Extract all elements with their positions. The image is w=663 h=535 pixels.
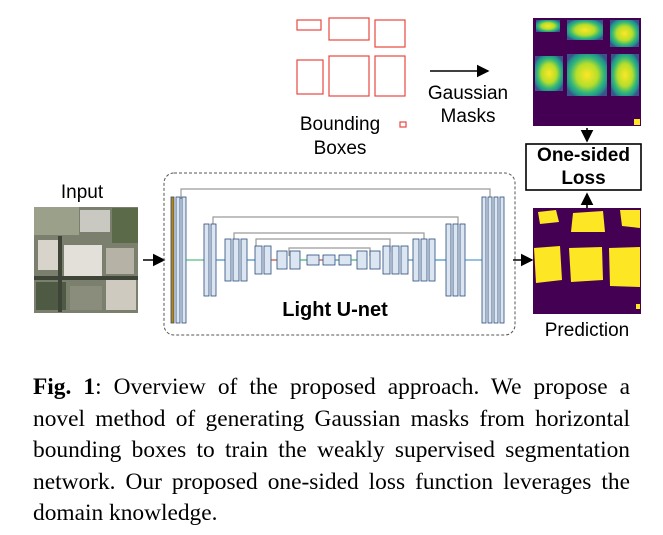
- input-label: Input: [60, 182, 104, 203]
- prediction-image: [533, 208, 641, 314]
- loss-label-line2: Loss: [561, 168, 606, 189]
- unet-layer-block: [203, 223, 210, 297]
- bounding-boxes-label-line1: Bounding: [299, 114, 381, 135]
- gaussian-masks-label-line2: Masks: [440, 106, 496, 127]
- figure: Input Bounding Boxes Gaussian Masks One-…: [34, 17, 642, 341]
- figure-caption: Fig. 1: Overview of the proposed approac…: [33, 372, 630, 530]
- unet-layer-block: [306, 254, 320, 266]
- gaussian-masks-label-line1: Gaussian: [427, 83, 509, 104]
- unet-layer-block: [338, 254, 352, 266]
- caption-text: : Overview of the proposed approach. We …: [33, 374, 631, 526]
- unet-layer-block: [391, 245, 400, 275]
- unet-layer-block: [493, 196, 499, 324]
- unet-layer-block: [445, 223, 452, 297]
- unet-layer-block: [481, 196, 487, 324]
- unet-layer-block: [452, 223, 459, 297]
- unet-layer-block: [369, 250, 381, 270]
- bounding-boxes: [296, 17, 407, 128]
- unet-layer-block: [276, 250, 288, 270]
- unet-layer-block: [356, 250, 368, 270]
- unet-layer-block: [400, 245, 409, 275]
- unet-layer-block: [232, 238, 240, 282]
- bounding-boxes-label-line2: Boxes: [313, 138, 367, 159]
- caption-figure-number: Fig. 1: [33, 374, 96, 400]
- unet-layer-block: [499, 196, 505, 324]
- unet-layer-block: [420, 238, 428, 282]
- prediction-label: Prediction: [544, 320, 630, 341]
- input-aerial-image: [34, 207, 138, 313]
- unet-layer-block: [224, 238, 232, 282]
- unet-blocks: [170, 196, 505, 324]
- unet-layer-block: [210, 223, 217, 297]
- unet-layer-block: [382, 245, 391, 275]
- loss-label-line1: One-sided: [537, 145, 630, 166]
- unet-layer-block: [412, 238, 420, 282]
- unet-layer-block: [170, 196, 175, 324]
- one-sided-loss-box: [525, 143, 642, 191]
- unet-layer-block: [487, 196, 493, 324]
- unet-layer-block: [459, 223, 466, 297]
- unet-layer-block: [322, 254, 336, 266]
- gaussian-masks-image: [533, 18, 641, 126]
- figure-diagram: [34, 17, 642, 336]
- unet-layer-block: [240, 238, 248, 282]
- light-unet-frame: [163, 172, 516, 336]
- unet-layer-block: [263, 245, 272, 275]
- network-label: Light U-net: [282, 299, 388, 321]
- unet-layer-block: [181, 196, 187, 324]
- unet-layer-block: [175, 196, 181, 324]
- unet-layer-block: [428, 238, 436, 282]
- unet-layer-block: [254, 245, 263, 275]
- unet-layer-block: [289, 250, 301, 270]
